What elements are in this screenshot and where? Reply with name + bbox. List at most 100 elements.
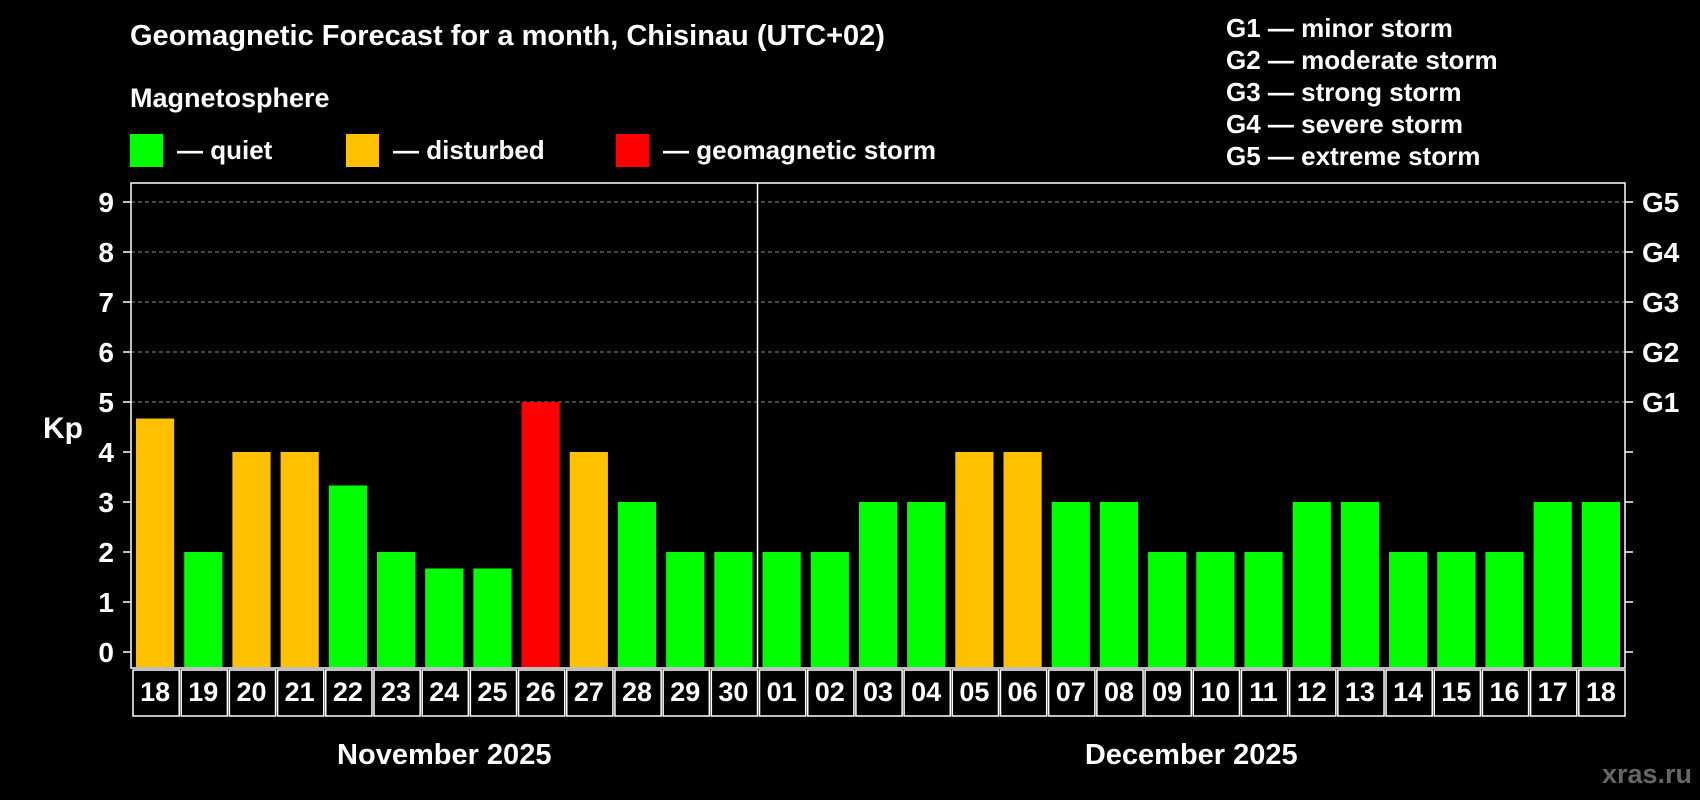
kp-bar: [955, 452, 994, 667]
kp-bar: [473, 568, 512, 667]
day-label: 15: [1441, 677, 1471, 707]
day-label: 20: [236, 677, 266, 707]
day-label-box: [228, 669, 277, 717]
day-label-box: [517, 669, 566, 717]
y-tick-label: 3: [98, 487, 114, 518]
y-axis-label: Kp: [43, 412, 83, 445]
kp-bar: [280, 452, 319, 667]
kp-bar: [1389, 552, 1428, 667]
day-label-box: [180, 669, 229, 717]
y-tick-label: 8: [98, 237, 114, 268]
day-label: 12: [1297, 677, 1327, 707]
day-label-box: [565, 669, 614, 717]
day-label-box: [1240, 669, 1289, 717]
kp-bar: [1340, 502, 1380, 667]
g-scale-label: G4: [1642, 237, 1680, 268]
day-label-box: [1047, 669, 1096, 717]
kp-bar: [714, 552, 753, 667]
day-label: 25: [477, 677, 507, 707]
storm-scale-g5: G5 — extreme storm: [1226, 141, 1481, 171]
legend-item-disturbed: — disturbed: [346, 133, 545, 167]
storm-scale-g1: G1 — minor storm: [1226, 13, 1453, 43]
day-label: 07: [1056, 677, 1086, 707]
month-label: November 2025: [337, 739, 551, 771]
y-tick-label: 6: [98, 337, 114, 368]
kp-bar: [1581, 502, 1620, 667]
legend-swatch-disturbed: [346, 133, 379, 167]
y-tick-label: 4: [98, 437, 114, 468]
kp-bar: [907, 502, 946, 667]
month-label: December 2025: [1085, 739, 1298, 771]
day-label: 13: [1345, 677, 1375, 707]
legend-label-disturbed: — disturbed: [393, 134, 545, 165]
day-label: 14: [1393, 677, 1423, 707]
storm-scale-list: G1 — minor storm G2 — moderate storm G3 …: [1226, 12, 1498, 172]
kp-bar: [1485, 552, 1524, 667]
day-label-box: [1433, 669, 1482, 717]
day-label-box: [1529, 669, 1578, 717]
day-label: 24: [429, 677, 459, 707]
day-label: 23: [381, 677, 411, 707]
kp-bar: [1533, 502, 1572, 667]
day-label-box: [1144, 669, 1193, 717]
day-label: 16: [1489, 677, 1519, 707]
kp-bar: [376, 552, 416, 667]
y-tick-label: 0: [98, 637, 114, 668]
day-label-box: [1385, 669, 1433, 717]
g-scale-label: G2: [1642, 337, 1679, 368]
day-label: 27: [574, 677, 604, 707]
day-label-box: [325, 669, 373, 717]
day-label-box: [903, 669, 952, 717]
day-label: 01: [767, 677, 797, 707]
g-scale-label: G5: [1642, 187, 1679, 218]
storm-scale-g4: G4 — severe storm: [1226, 109, 1464, 139]
legend-label-quiet: — quiet: [177, 134, 273, 165]
day-label: 28: [622, 677, 652, 707]
kp-bar: [1244, 552, 1283, 667]
kp-bar: [858, 502, 898, 667]
day-label-box: [710, 669, 759, 717]
day-label: 09: [1152, 677, 1182, 707]
day-label-box: [662, 669, 711, 717]
kp-bar: [1292, 502, 1331, 667]
day-label: 17: [1538, 677, 1568, 707]
day-label-box: [951, 669, 1000, 717]
day-label-box: [1288, 669, 1337, 717]
kp-bar: [1196, 552, 1235, 667]
kp-bar: [521, 402, 560, 667]
day-label: 18: [1586, 677, 1616, 707]
day-label: 18: [140, 677, 170, 707]
day-label: 26: [526, 677, 556, 707]
day-label: 03: [863, 677, 893, 707]
chart-title: Geomagnetic Forecast for a month, Chisin…: [130, 20, 885, 52]
kp-bar: [569, 452, 608, 667]
legend-swatch-quiet: [130, 133, 163, 167]
storm-scale-g3: G3 — strong storm: [1226, 77, 1462, 107]
y-tick-label: 5: [98, 387, 114, 418]
day-label-box: [1578, 669, 1626, 717]
day-label: 05: [959, 677, 989, 707]
day-label: 04: [911, 677, 941, 707]
kp-bar: [1148, 552, 1187, 667]
y-tick-label: 9: [98, 187, 114, 218]
day-label: 22: [333, 677, 363, 707]
day-label: 06: [1008, 677, 1038, 707]
day-label: 19: [188, 677, 218, 707]
day-label: 10: [1200, 677, 1230, 707]
kp-bar: [1099, 502, 1139, 667]
day-label: 02: [815, 677, 845, 707]
day-label-box: [855, 669, 903, 717]
legend-swatch-storm: [616, 133, 649, 167]
day-label: 30: [718, 677, 748, 707]
day-label-box: [421, 669, 470, 717]
legend-header: Magnetosphere: [130, 83, 330, 113]
legend-item-quiet: — quiet: [130, 133, 272, 167]
g-scale-label: G3: [1642, 287, 1679, 318]
day-label-box: [276, 669, 325, 717]
g-scale-label: G1: [1642, 387, 1679, 418]
day-label: 11: [1249, 677, 1278, 707]
day-label: 29: [670, 677, 700, 707]
y-tick-label: 1: [98, 587, 114, 618]
kp-bar: [762, 552, 801, 667]
